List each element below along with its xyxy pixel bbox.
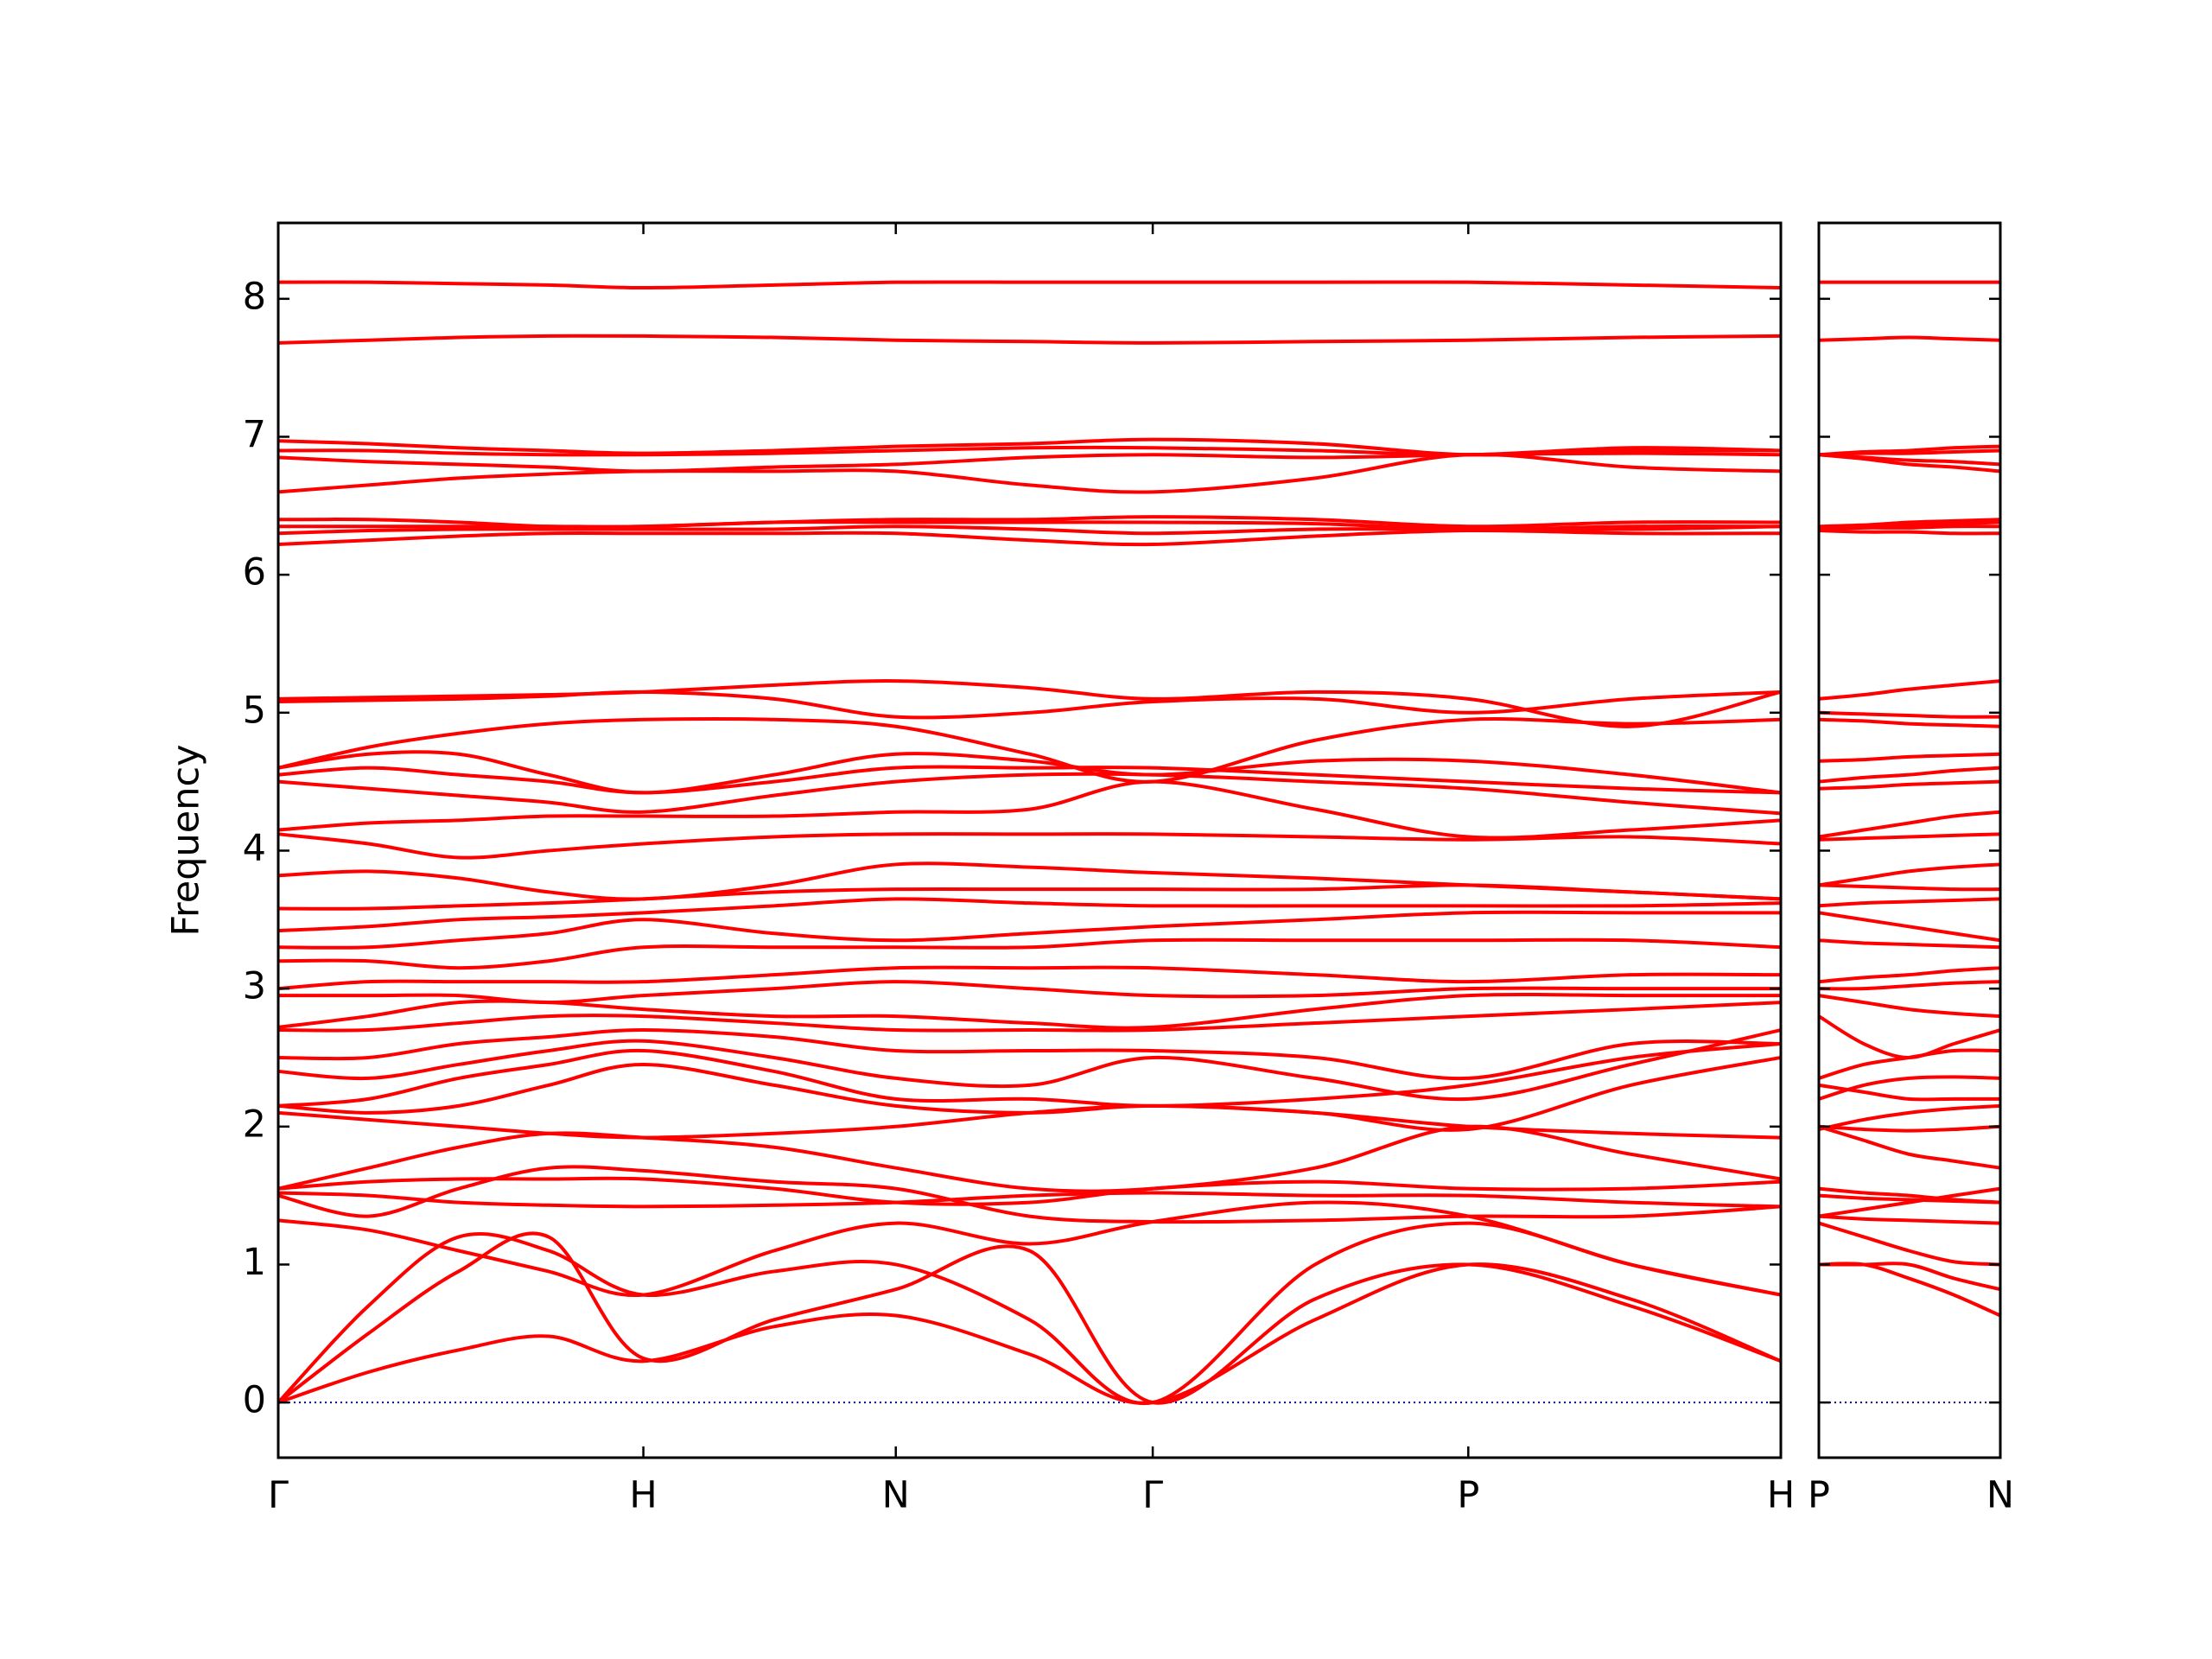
band [277,992,1781,1030]
band [277,690,1782,720]
band [277,1028,1782,1102]
y-axis-label: Frequency [165,744,208,936]
band [277,1176,1782,1206]
y-tick-label: 1 [243,1241,266,1284]
band [1818,679,2001,701]
x-tick-label: N [882,1474,910,1517]
x-tick-label: H [629,1474,657,1517]
band [277,528,1782,547]
band [277,772,1782,816]
y-tick-label: 6 [243,551,266,594]
band [1818,518,2001,529]
band [1818,1124,2001,1133]
band [1818,766,2001,784]
band [1818,1214,2001,1225]
band [1818,779,2001,791]
y-tick-label: 4 [243,827,266,870]
band [277,938,1782,970]
band [1818,1124,2001,1170]
band [1818,966,2001,984]
band [1818,832,2001,842]
band [277,1262,1782,1405]
band [278,520,1782,531]
band [277,965,1782,991]
x-tick-label: Γ [268,1474,289,1517]
y-tick-label: 2 [243,1103,266,1146]
band [277,765,1782,795]
band [277,910,1781,950]
band [277,334,1782,345]
band [277,1042,1782,1108]
band [1817,1014,2001,1059]
x-tick-label: P [1808,1474,1830,1517]
y-tick-label: 3 [243,965,266,1008]
x-tick-label: P [1457,1474,1479,1517]
band [277,1001,1782,1033]
band [277,1056,1782,1132]
band [1818,717,2001,728]
y-tick-label: 0 [243,1379,266,1422]
plot-frame [1817,221,2002,1459]
band [276,1221,1782,1406]
band [1818,453,2001,467]
band [1818,1075,2001,1101]
band [1818,883,2001,892]
band [1818,897,2001,908]
band [1818,980,2001,991]
band [277,779,1782,840]
band [1818,710,2001,719]
x-tick-label: Γ [1142,1474,1163,1517]
band [277,453,1782,494]
band [1818,1083,2000,1102]
band [1818,444,2001,457]
y-tick-label: 5 [243,689,266,732]
band [277,980,1781,1005]
band [277,515,1782,529]
band [1818,1193,2001,1205]
band [277,679,1782,728]
band [1818,752,2001,763]
band [277,716,1782,784]
y-tick-label: 8 [243,275,266,318]
band [277,1200,1782,1298]
band [1818,529,2001,536]
band [277,451,1782,474]
band [277,280,1782,290]
band [277,832,1782,860]
band [1819,1262,2001,1292]
band [1818,810,2001,839]
band [1818,1103,2001,1131]
y-tick-label: 7 [243,413,266,456]
band [1818,938,2001,950]
band [277,437,1782,457]
x-tick-label: N [1986,1474,2014,1517]
band [1818,1221,2001,1267]
band [277,897,1782,933]
band [1818,1262,2001,1318]
band [277,1103,1782,1140]
band [277,1124,1782,1193]
band [277,1028,1782,1081]
band [277,1191,1782,1209]
x-tick-label: H [1767,1474,1795,1517]
band [1818,994,2001,1019]
band [277,750,1782,795]
band [1818,862,2001,887]
band [1818,911,2001,943]
band [1818,1048,2001,1080]
band [1818,335,2001,342]
band [1818,1186,2001,1218]
band [277,861,1782,901]
plot-frame [276,221,1783,1459]
